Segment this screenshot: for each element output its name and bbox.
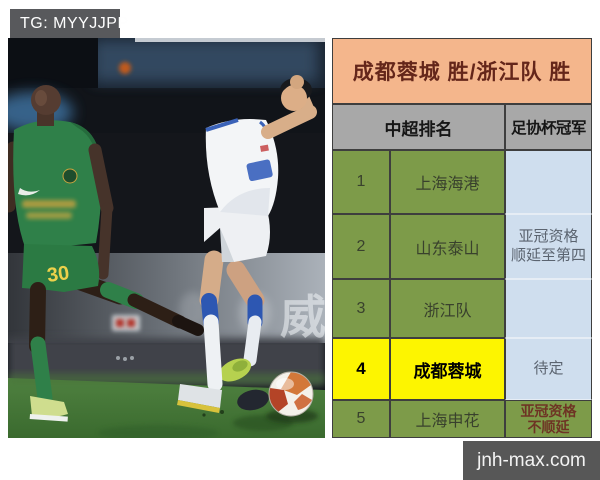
- table-row-5-team: 上海申花: [390, 400, 505, 438]
- green-shorts: [22, 244, 100, 292]
- shirt-number: 30: [46, 262, 71, 287]
- white-boot: [178, 384, 222, 408]
- table-row-1-team: 上海海港: [390, 150, 505, 214]
- site-watermark-label: jnh-max.com: [477, 449, 586, 471]
- player-white: [177, 75, 317, 413]
- site-watermark-badge: jnh-max.com: [463, 441, 600, 480]
- table-row-2-rank: 2: [332, 214, 390, 279]
- table-row-4-rank: 4: [332, 338, 390, 400]
- column-header-cup: 足协杯冠军: [505, 104, 592, 150]
- player-green: 30: [8, 85, 204, 422]
- table-row-1-note: [505, 150, 592, 214]
- club-badge: [62, 168, 78, 184]
- table-row-4-note: 待定: [505, 338, 592, 400]
- table-row-4-team: 成都蓉城: [390, 338, 505, 400]
- green-jersey: [13, 120, 102, 250]
- white-shorts: [204, 206, 270, 262]
- match-photo-art: 威: [8, 38, 325, 438]
- player-white-head: [281, 85, 307, 111]
- table-row-2-note: 亚冠资格 顺延至第四: [505, 214, 592, 279]
- column-header-rank: 中超排名: [332, 104, 505, 150]
- tg-channel-label: TG: MYYJJPP: [20, 14, 129, 32]
- table-row-2-team: 山东泰山: [390, 214, 505, 279]
- swoosh-logo: [18, 188, 40, 196]
- ad-watermark-char: 威: [280, 291, 325, 343]
- prediction-table: 成都蓉城 胜/浙江队 胜 中超排名 足协杯冠军 1 上海海港 2 山东泰山 亚冠…: [332, 38, 592, 438]
- table-row-1-rank: 1: [332, 150, 390, 214]
- table-row-5-rank: 5: [332, 400, 390, 438]
- tg-channel-badge: TG: MYYJJPP: [10, 9, 128, 38]
- table-title: 成都蓉城 胜/浙江队 胜: [332, 38, 592, 104]
- lime-boot: [30, 396, 68, 418]
- match-photo: 威: [8, 38, 325, 438]
- table-row-3-note: [505, 279, 592, 338]
- table-row-3-rank: 3: [332, 279, 390, 338]
- table-row-3-team: 浙江队: [390, 279, 505, 338]
- table-row-5-note: 亚冠资格 不顺延: [505, 400, 592, 438]
- football: [266, 371, 318, 423]
